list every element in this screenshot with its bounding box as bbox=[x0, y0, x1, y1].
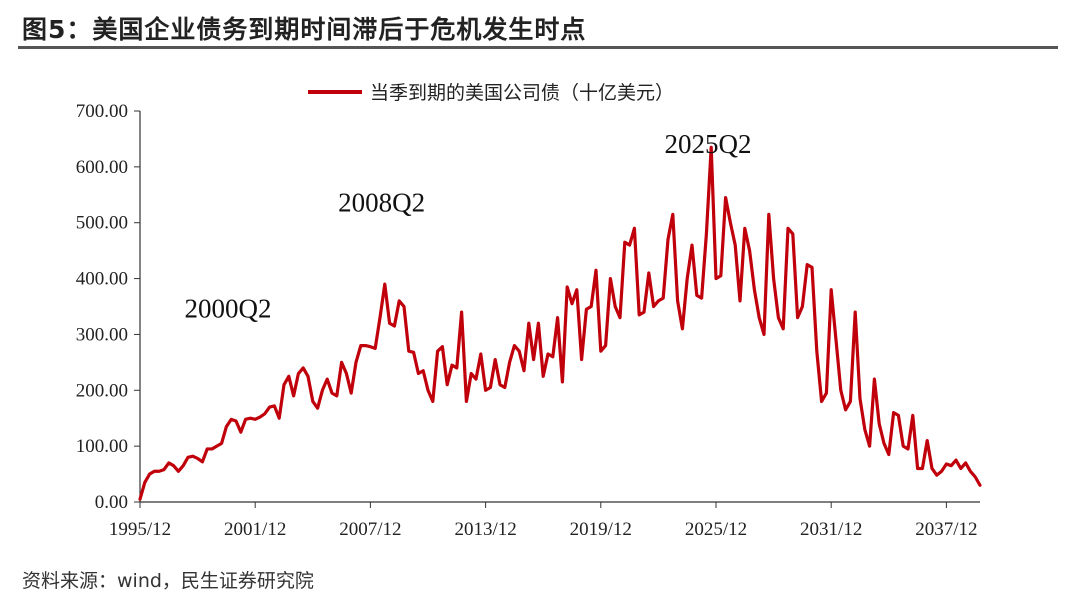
y-tick-label: 100.00 bbox=[76, 436, 128, 457]
x-tick-label: 2025/12 bbox=[685, 519, 747, 540]
x-tick-label: 2007/12 bbox=[339, 519, 401, 540]
figure-title: 图5：美国企业债务到期时间滞后于危机发生时点 bbox=[22, 15, 587, 44]
y-tick-label: 400.00 bbox=[76, 269, 128, 290]
annotation-label: 2008Q2 bbox=[338, 188, 425, 218]
legend-label: 当季到期的美国公司债（十亿美元） bbox=[370, 82, 674, 104]
source-note: 资料来源：wind，民生证券研究院 bbox=[22, 570, 314, 592]
annotation-label: 2025Q2 bbox=[664, 129, 751, 159]
y-tick-label: 0.00 bbox=[95, 492, 128, 513]
x-tick-label: 2019/12 bbox=[570, 519, 632, 540]
x-tick-label: 1995/12 bbox=[109, 519, 171, 540]
x-tick-label: 2031/12 bbox=[800, 519, 862, 540]
y-tick-label: 700.00 bbox=[76, 101, 128, 122]
chart-annotations: 2000Q2 2008Q2 2025Q2 bbox=[184, 129, 751, 324]
y-tick-label: 500.00 bbox=[76, 213, 128, 234]
y-tick-label: 200.00 bbox=[76, 380, 128, 401]
series-line bbox=[138, 145, 982, 501]
chart-axes: 0.00 100.00 200.00 300.00 400.00 500.00 600.00… bbox=[76, 101, 980, 540]
x-tick-label: 2013/12 bbox=[454, 519, 516, 540]
chart-legend: 当季到期的美国公司债（十亿美元） bbox=[308, 82, 674, 104]
annotation-label: 2000Q2 bbox=[184, 294, 271, 324]
x-tick-label: 2037/12 bbox=[915, 519, 977, 540]
y-tick-label: 300.00 bbox=[76, 324, 128, 345]
x-tick-label: 2001/12 bbox=[224, 519, 286, 540]
title-divider bbox=[18, 46, 1058, 49]
chart-series bbox=[138, 145, 982, 501]
y-tick-label: 600.00 bbox=[76, 157, 128, 178]
